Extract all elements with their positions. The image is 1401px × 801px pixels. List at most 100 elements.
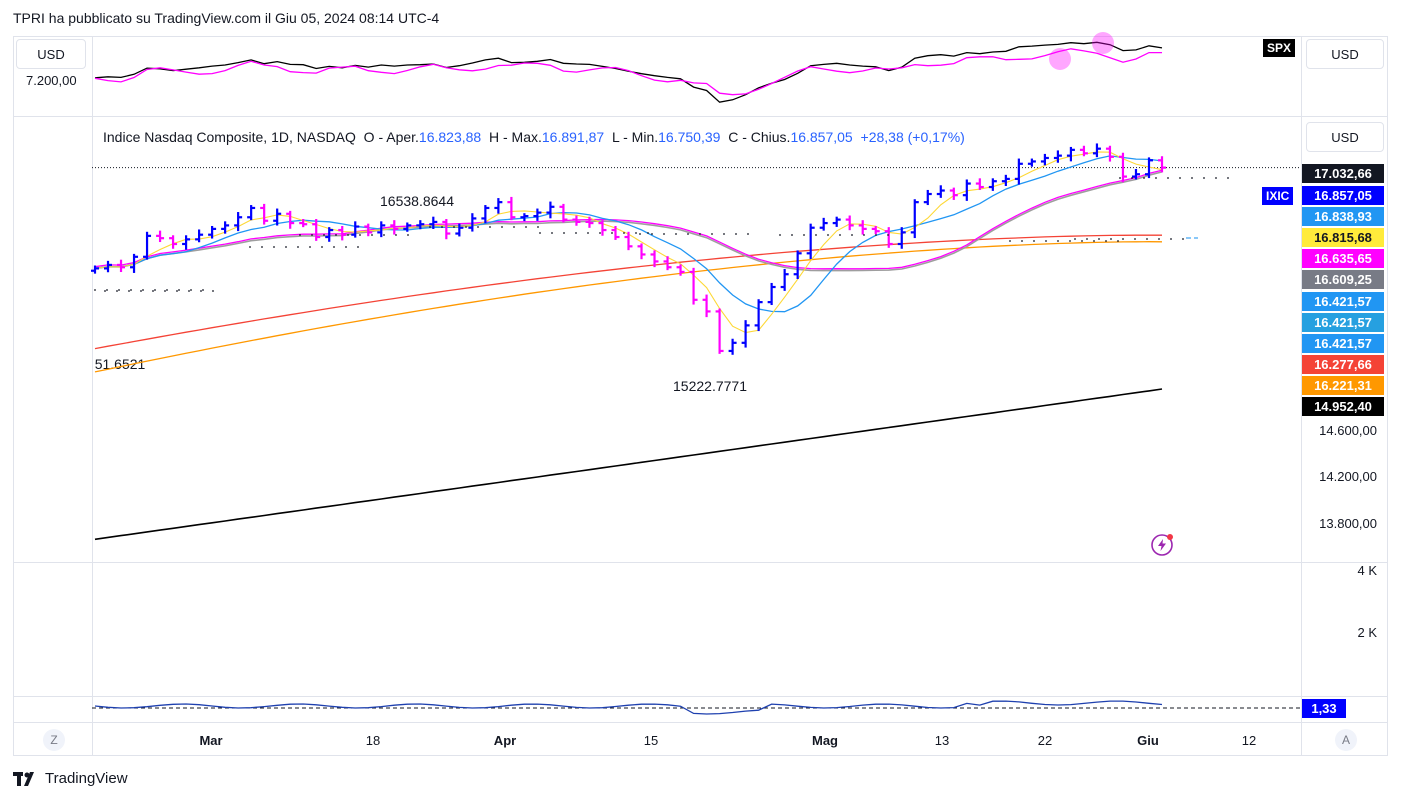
crossover-marker — [1092, 32, 1114, 54]
auto-scale-button[interactable]: A — [1335, 729, 1357, 751]
ohlc-bar — [897, 227, 906, 249]
legend-open: 16.823,88 — [418, 129, 482, 145]
price-tag-1: 16.857,05 — [1302, 186, 1384, 205]
x-axis-label: 15 — [643, 733, 659, 748]
ohlc-legend[interactable]: Indice Nasdaq Composite, 1D, NASDAQ O - … — [103, 129, 965, 145]
sar-dot — [539, 232, 541, 234]
sar-dot — [747, 233, 749, 235]
sar-dot — [1045, 240, 1047, 242]
ohlc-bar — [689, 267, 698, 305]
ohlc-bar — [455, 223, 464, 237]
ohlc-bar — [520, 213, 529, 222]
price-tag-4: 16.635,65 — [1302, 249, 1384, 268]
sar-dot — [699, 233, 701, 235]
price-tag-9: 16.277,66 — [1302, 355, 1384, 374]
sar-dot — [639, 233, 641, 235]
currency-button-top-left[interactable]: USD — [16, 39, 86, 69]
ohlc-bar — [1144, 157, 1153, 179]
ohlc-bar — [1014, 158, 1023, 185]
ohlc-bar — [715, 308, 724, 354]
sar-dot — [1117, 240, 1119, 242]
lightning-icon[interactable] — [1150, 533, 1174, 557]
ohlc-bar — [949, 187, 958, 200]
currency-button-main[interactable]: USD — [1306, 122, 1384, 152]
sar-dot — [140, 290, 142, 292]
x-axis-label: Mar — [199, 733, 223, 748]
sar-dot — [1009, 240, 1011, 242]
ohlc-bar — [572, 215, 581, 226]
ohlc-bar — [273, 208, 282, 226]
spx-symbol-tag: SPX — [1263, 39, 1296, 57]
sar-dot — [851, 234, 853, 236]
ohlc-bar — [650, 250, 659, 268]
sar-dot — [575, 232, 577, 234]
legend-change: +28,38 (+0,17%) — [860, 129, 965, 145]
sar-dot — [345, 246, 347, 248]
left-axis-divider — [92, 36, 93, 756]
ohlc-bar — [793, 250, 802, 279]
ohlc-bar — [767, 282, 776, 306]
annotation-low: 15222.7771 — [673, 378, 747, 394]
ohlc-bar — [923, 189, 932, 206]
ohlc-bar — [390, 220, 399, 235]
ma-line-20-gray — [94, 171, 1163, 272]
ohlc-bar — [598, 220, 607, 236]
crossover-marker — [1049, 48, 1071, 70]
sar-dot — [166, 289, 168, 291]
sar-dot — [200, 290, 202, 292]
ohlc-bar — [195, 229, 204, 243]
price-tag-8: 16.421,57 — [1302, 334, 1384, 353]
currency-button-top-right[interactable]: USD — [1306, 39, 1384, 69]
sar-dot — [1086, 238, 1088, 240]
sar-dot — [1158, 238, 1160, 240]
ohlc-bar — [429, 216, 438, 230]
sar-dot — [663, 233, 665, 235]
sar-dot — [1021, 240, 1023, 242]
sar-dot — [815, 234, 817, 236]
sar-dot — [537, 226, 539, 228]
pane-divider-volume[interactable] — [13, 562, 1388, 563]
sar-dot — [347, 234, 349, 236]
footer-brand[interactable]: TradingView — [13, 770, 128, 787]
ohlc-bar — [234, 212, 243, 232]
ohlc-bar — [416, 220, 425, 230]
sar-dot — [1143, 177, 1145, 179]
sar-dot — [164, 290, 166, 292]
sar-dot — [1155, 177, 1157, 179]
sar-dot — [827, 234, 829, 236]
sar-dot — [188, 290, 190, 292]
sar-dot — [1057, 240, 1059, 242]
sar-dot — [587, 232, 589, 234]
sar-dot — [887, 234, 889, 236]
sar-dot — [1182, 238, 1184, 240]
volume-axis-4k: 4 K — [1357, 563, 1377, 578]
ohlc-bar — [1092, 143, 1101, 158]
ma-line-ema-50 — [94, 234, 1162, 350]
ohlc-bar — [312, 219, 321, 241]
sar-dot — [1105, 240, 1107, 242]
sar-dot — [152, 290, 154, 292]
sar-dot — [1110, 238, 1112, 240]
ohlc-bar — [442, 219, 451, 240]
zoom-button[interactable]: Z — [43, 729, 65, 751]
ohlc-bar — [806, 223, 815, 259]
sar-dot — [333, 246, 335, 248]
ohlc-bar — [1079, 145, 1088, 157]
sar-dot — [299, 234, 301, 236]
ohlc-bar — [1053, 150, 1062, 163]
ohlc-bar — [871, 225, 880, 235]
sar-dot — [323, 234, 325, 236]
ohlc-bar — [676, 264, 685, 276]
price-tag-6: 16.421,57 — [1302, 292, 1384, 311]
sar-dot — [128, 290, 130, 292]
pane-divider-indicator[interactable] — [13, 696, 1388, 697]
ohlc-bar — [910, 199, 919, 239]
sar-dot — [190, 289, 192, 291]
ma-line-sma-200 — [94, 388, 1163, 541]
pane-divider-top[interactable] — [13, 116, 1388, 117]
time-axis-divider — [13, 722, 1388, 723]
sar-dot — [273, 246, 275, 248]
ohlc-bar — [728, 338, 737, 355]
sar-dot — [1122, 238, 1124, 240]
